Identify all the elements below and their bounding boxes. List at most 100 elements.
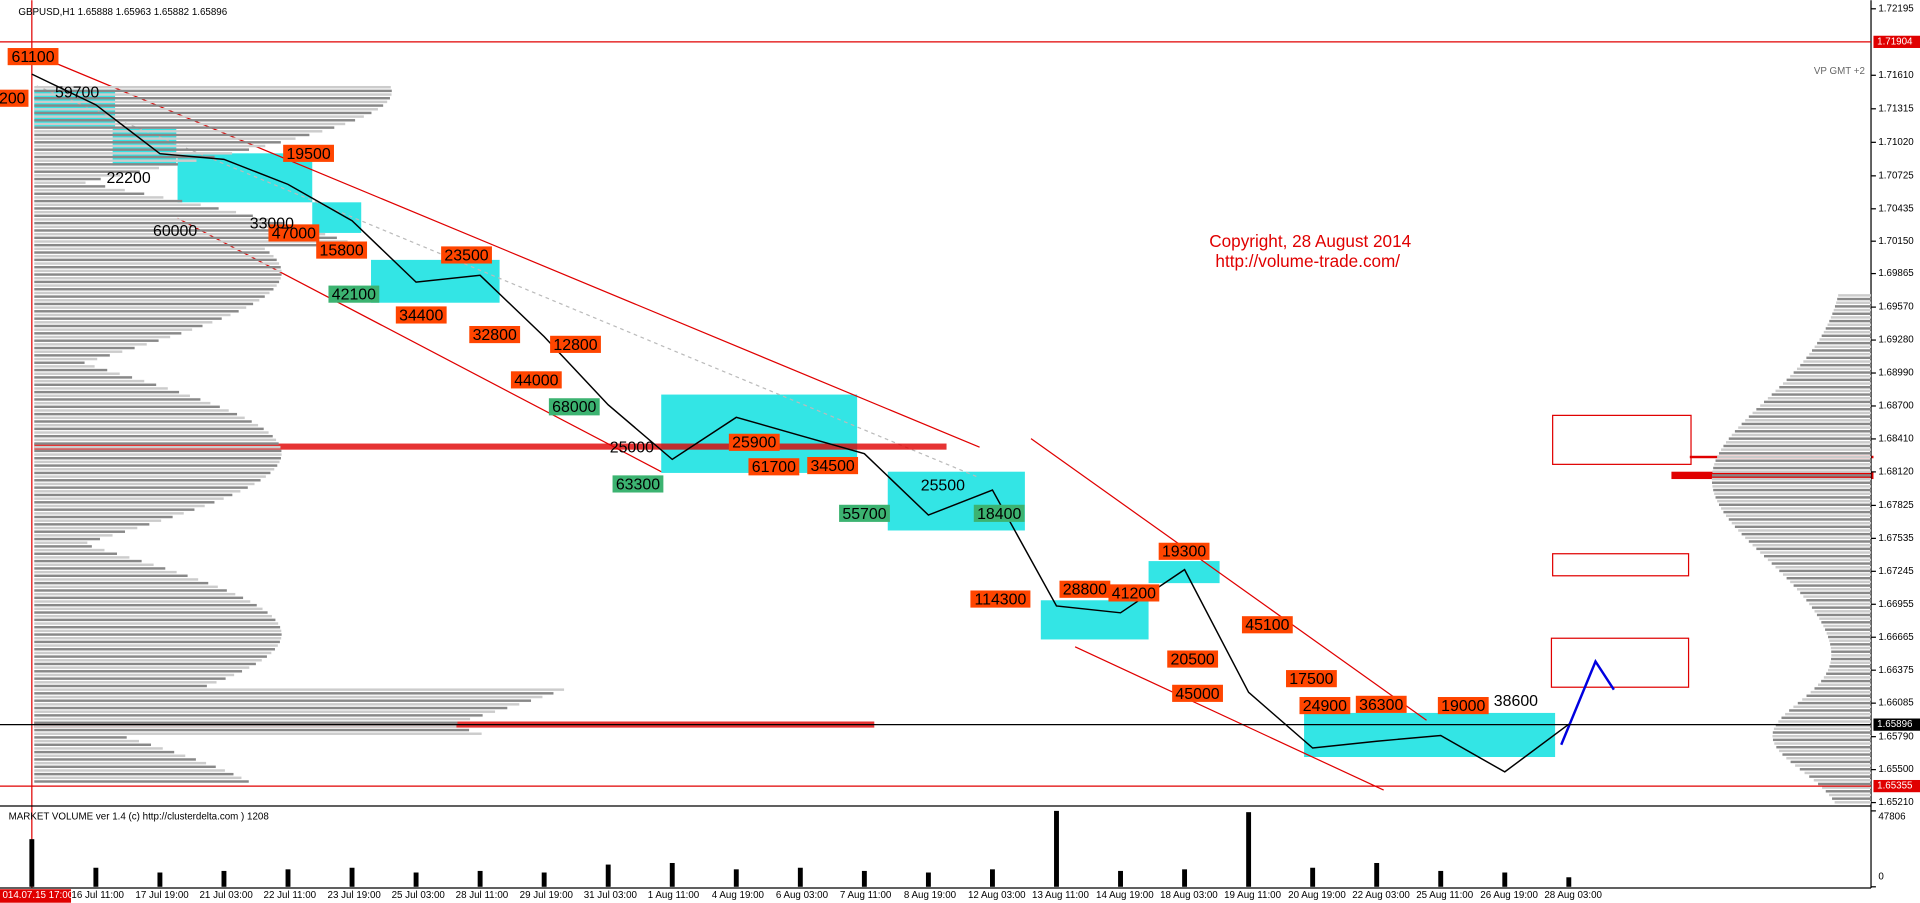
profile-bar: [34, 291, 270, 295]
y-tick-label: 1.66085: [1878, 698, 1914, 709]
profile-bar: [34, 321, 213, 324]
level-tag: [1873, 718, 1920, 731]
profile-bar: [1829, 639, 1872, 642]
profile-bar: [1837, 297, 1872, 301]
profile-bar: [1782, 753, 1872, 756]
profile-bar: [34, 170, 140, 173]
x-tick-label: 7 Aug 11:00: [840, 890, 892, 901]
profile-bar: [34, 390, 180, 394]
copyright-url: http://volume-trade.com/: [1215, 251, 1400, 271]
profile-bar: [1776, 745, 1872, 749]
profile-bar: [1838, 294, 1872, 297]
profile-bar: [1734, 430, 1872, 433]
profile-bar: [34, 130, 323, 133]
profile-bar: [34, 625, 281, 629]
profile-bar: [34, 232, 326, 236]
target-box: [1550, 637, 1690, 688]
annotation: 47000: [272, 225, 316, 242]
level-tag: [1873, 35, 1920, 48]
annotation: 34400: [399, 307, 443, 324]
profile-bar: [1830, 316, 1872, 319]
annotation: 38600: [1494, 693, 1538, 710]
profile-bar: [1818, 683, 1872, 686]
profile-bar: [34, 174, 121, 177]
profile-bar: [34, 376, 133, 379]
annotation-box: [612, 475, 664, 493]
y-tick-label: 1.66665: [1878, 632, 1914, 643]
volume-bar: [413, 872, 419, 887]
profile-bar: [1799, 768, 1872, 771]
x-tick-label: 12 Aug 03:00: [968, 890, 1026, 901]
profile-bar: [1782, 573, 1872, 576]
y-tick-label: 1.71315: [1878, 103, 1914, 114]
profile-bar: [34, 725, 457, 728]
annotation: 19500: [286, 146, 330, 163]
profile-bar: [1726, 514, 1872, 518]
zone: [1148, 561, 1220, 584]
annotation: 60000: [153, 223, 197, 240]
profile-bar: [1728, 518, 1872, 521]
profile-bar: [1830, 646, 1872, 650]
y-tick-label: 1.65790: [1878, 731, 1914, 742]
annotation: 19000: [1441, 698, 1485, 715]
profile-bar: [34, 247, 265, 251]
profile-bar: [34, 769, 225, 772]
profile-bar: [34, 728, 470, 732]
profile-bar: [34, 89, 392, 93]
volume-bar: [157, 872, 163, 887]
profile-bar: [34, 684, 207, 688]
profile-bar: [34, 229, 313, 232]
x-tick-label: 22 Jul 11:00: [264, 890, 317, 901]
profile-bar: [1823, 330, 1872, 334]
profile-bar: [34, 115, 364, 118]
x-tick-label: 8 Aug 19:00: [904, 890, 957, 901]
profile-bar: [1767, 397, 1872, 400]
profile-bar: [34, 736, 127, 739]
profile-bar: [1826, 632, 1872, 635]
profile-bar: [34, 710, 496, 713]
x-tick-label: 25 Aug 11:00: [1416, 890, 1473, 901]
annotation: 61100: [12, 49, 55, 66]
profile-bar: [34, 240, 348, 243]
profile-bar: [1786, 757, 1872, 760]
profile-bar: [34, 365, 95, 368]
volume-bar: [1118, 870, 1123, 887]
profile-bar: [34, 137, 296, 140]
channel-line: [1074, 646, 1384, 791]
profile-bar: [1826, 672, 1872, 675]
profile-bar: [34, 141, 281, 144]
profile-bar: [1779, 569, 1872, 573]
annotation: 17500: [1289, 671, 1333, 688]
profile-bar: [34, 288, 274, 291]
profile-bar: [1832, 797, 1872, 800]
profile-bar: [1748, 540, 1872, 543]
profile-bar: [34, 313, 231, 317]
profile-bar: [1721, 448, 1872, 451]
x-tick-label: 17 Jul 19:00: [135, 890, 189, 901]
profile-bar: [34, 332, 182, 335]
profile-bar: [34, 747, 163, 750]
profile-bar: [1811, 349, 1872, 352]
profile-bar: [1809, 352, 1872, 356]
profile-bar: [34, 93, 392, 96]
profile-bar: [34, 515, 173, 519]
annotation-box: [748, 458, 800, 476]
volume-bar: [669, 862, 675, 887]
profile-bar: [34, 398, 201, 401]
profile-bar: [34, 236, 337, 240]
annotation: 55700: [842, 506, 886, 523]
y-tick-label: 1.69280: [1878, 335, 1914, 346]
y-tick-label: 1.68410: [1878, 434, 1914, 445]
profile-bar: [34, 603, 257, 607]
profile-bar: [1800, 363, 1872, 367]
profile-bar: [1819, 338, 1872, 341]
profile-bar: [34, 324, 203, 328]
chart-title: GBPUSD,H1 1.65888 1.65963 1.65882 1.6589…: [18, 7, 227, 18]
profile-bar: [1817, 341, 1872, 345]
profile-bar: [34, 445, 281, 449]
profile-bar: [1827, 323, 1872, 326]
profile-bar: [34, 670, 243, 673]
profile-bar: [1779, 749, 1872, 753]
profile-bar: [34, 273, 282, 276]
